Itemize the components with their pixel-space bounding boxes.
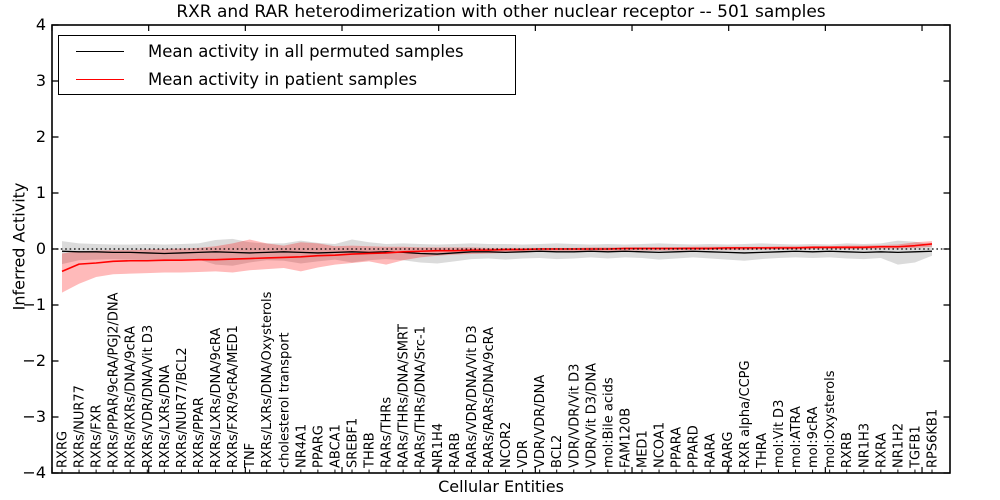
x-tick-label: RXRs/RXRs/DNA/9cRA <box>124 326 139 468</box>
legend-label-patient: Mean activity in patient samples <box>148 69 418 89</box>
y-tick-label: 4 <box>35 15 46 34</box>
x-tick-label: TGFB1 <box>908 425 923 469</box>
x-tick-label: RARG <box>721 431 736 468</box>
x-tick-label: RXR alpha/CCPG <box>738 360 753 468</box>
x-tick-label: RARA <box>704 433 719 468</box>
x-tick-label: VDR/VDR/Vit D3 <box>567 364 582 468</box>
x-tick-label: TNF <box>243 443 258 469</box>
x-tick-label: ABCA1 <box>328 424 343 468</box>
x-tick-label: BCL2 <box>550 435 565 468</box>
x-tick-label: RARB <box>448 433 463 468</box>
y-tick-label: −4 <box>22 463 46 482</box>
x-tick-label: RXRA <box>874 433 889 468</box>
x-tick-label: RARs/THRs/DNA/Src-1 <box>414 326 429 468</box>
x-tick-label: VDR/Vit D3/DNA <box>584 363 599 468</box>
x-tick-label: PPARD <box>687 425 702 468</box>
y-tick-label: 1 <box>35 183 46 202</box>
x-tick-label: RARs/VDR/DNA/Vit D3 <box>465 325 480 468</box>
x-tick-label: RXRs/LXRs/DNA/Oxysterols <box>260 291 275 468</box>
x-tick-label: RXRs/FXR/9cRA/MED1 <box>226 325 241 468</box>
x-tick-label: MED1 <box>636 430 651 468</box>
x-tick-label: RARs/THRs <box>380 397 395 468</box>
legend-line-sample-red <box>76 78 124 80</box>
x-tick-label: RXRs/LXRs/DNA/9cRA <box>209 328 224 468</box>
x-tick-label: PPARG <box>311 425 326 468</box>
x-tick-label: RXRs/PPAR <box>192 397 207 468</box>
x-tick-label: RARs/RARs/DNA/9cRA <box>482 327 497 468</box>
x-tick-label: VDR <box>516 440 531 468</box>
x-tick-label: NR4A1 <box>294 424 309 468</box>
x-tick-label: RXRs/LXRs/DNA <box>158 365 173 468</box>
x-tick-label: RARs/THRs/DNA/SMRT <box>397 324 412 468</box>
x-tick-label: SREBF1 <box>346 418 361 468</box>
y-tick-label: −2 <box>22 351 46 370</box>
legend-line-sample-black <box>76 50 124 52</box>
x-tick-label: NR1H4 <box>431 423 446 468</box>
x-tick-label: THRA <box>755 433 770 469</box>
x-tick-label: cholesterol transport <box>277 332 292 468</box>
x-tick-label: NCOA1 <box>653 422 668 468</box>
y-tick-label: 2 <box>35 127 46 146</box>
confidence-band-patient <box>62 239 932 293</box>
x-tick-label: THRB <box>363 432 378 469</box>
legend-entry-permuted: Mean activity in all permuted samples <box>59 38 515 64</box>
mean-line-permuted <box>61 250 933 255</box>
x-tick-label: RXRs/NUR77/BCL2 <box>175 347 190 468</box>
legend: Mean activity in all permuted samples Me… <box>58 35 516 95</box>
x-tick-label: PPARA <box>670 427 685 468</box>
x-tick-label: NCOR2 <box>499 422 514 468</box>
x-tick-label: RXRs/PPAR/9cRA/PGJ2/DNA <box>107 292 122 468</box>
x-tick-label: mol:9cRA <box>806 406 821 468</box>
x-tick-label: FAM120B <box>618 408 633 468</box>
x-tick-label: NR1H2 <box>891 423 906 468</box>
x-tick-label: RPS6KB1 <box>926 409 941 468</box>
mean-line-patient <box>61 243 933 273</box>
x-tick-label: RXRs/VDR/DNA/Vit D3 <box>141 325 156 468</box>
x-tick-label: RXRs/NUR77 <box>73 385 88 468</box>
x-tick-label: RXRs/FXR <box>90 404 105 468</box>
x-tick-label: mol:Vit D3 <box>772 400 787 468</box>
x-tick-label: NR1H3 <box>857 423 872 468</box>
x-tick-label: RXRG <box>56 431 71 468</box>
y-tick-label: 3 <box>35 71 46 90</box>
x-tick-label: mol:ATRA <box>789 406 804 468</box>
chart-title: RXR and RAR heterodimerization with othe… <box>176 2 826 22</box>
y-tick-label: 0 <box>35 239 46 258</box>
y-tick-label: −1 <box>22 295 46 314</box>
x-tick-label: mol:Oxysterols <box>823 370 838 468</box>
legend-label-permuted: Mean activity in all permuted samples <box>148 41 464 61</box>
x-tick-label: RXRB <box>840 432 855 468</box>
y-tick-label: −3 <box>22 407 46 426</box>
x-tick-label: VDR/VDR/DNA <box>533 375 548 468</box>
x-tick-label: mol:Bile acids <box>601 377 616 468</box>
legend-entry-patient: Mean activity in patient samples <box>59 66 515 92</box>
x-axis-label: Cellular Entities <box>438 477 564 496</box>
